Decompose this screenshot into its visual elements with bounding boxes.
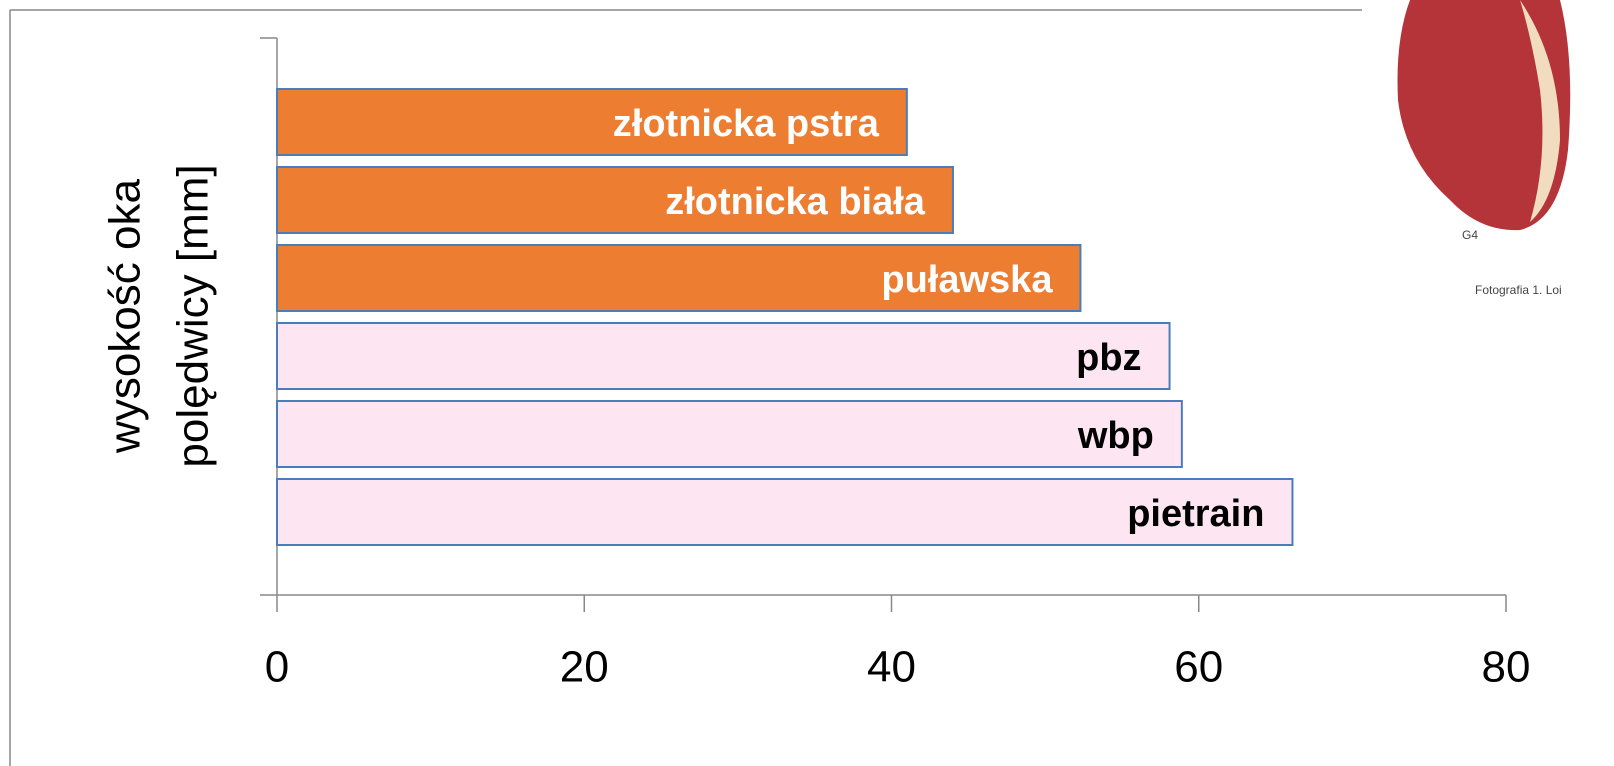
bar-label: złotnicka pstra [613, 103, 880, 145]
bar [276, 478, 1294, 546]
bar [276, 322, 1171, 390]
meat [1397, 0, 1571, 231]
bar [276, 400, 1183, 468]
photo-caption: Fotografia 1. Loi [1475, 283, 1562, 297]
x-tick-label: 20 [560, 643, 609, 692]
y-axis-label: polędwicy [mm] [169, 164, 218, 467]
bar [276, 244, 1082, 312]
bar-label: pietrain [1127, 493, 1264, 535]
photo-label: G4 [1462, 228, 1478, 242]
bar-label: puławska [881, 259, 1053, 301]
bar-label: pbz [1076, 337, 1141, 379]
bar [276, 88, 908, 156]
x-tick-label: 60 [1174, 643, 1223, 692]
y-axis-label: wysokość oka [101, 179, 150, 454]
x-tick-label: 40 [867, 643, 916, 692]
fat [1520, 0, 1560, 222]
photo: G4 Fotografia 1. Loi [1397, 0, 1571, 297]
x-tick-label: 80 [1482, 643, 1531, 692]
x-tick-label: 0 [265, 643, 289, 692]
bar-label: złotnicka biała [665, 181, 926, 223]
bar [276, 166, 954, 234]
bar-label: wbp [1077, 415, 1154, 457]
